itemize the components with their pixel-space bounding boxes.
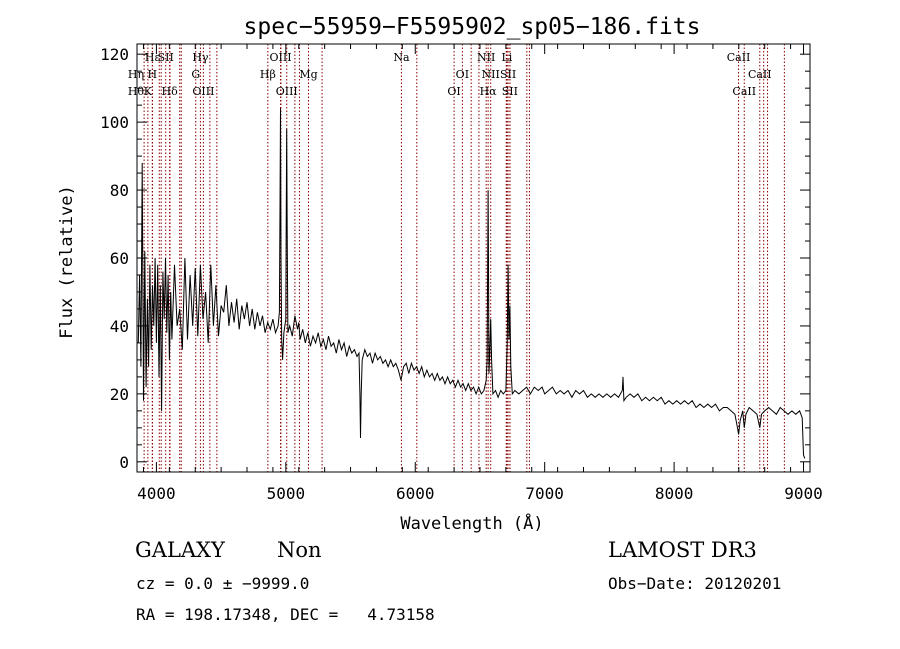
line-label: OIII xyxy=(192,85,214,98)
x-tick-label: 4000 xyxy=(137,484,176,503)
x-tick-label: 7000 xyxy=(525,484,564,503)
y-tick-label: 20 xyxy=(110,385,129,404)
x-axis-label: Wavelength (Å) xyxy=(400,512,543,534)
line-label: OIII xyxy=(269,51,291,64)
line-label: Na xyxy=(393,51,410,64)
line-label: SII xyxy=(500,68,516,81)
y-tick-label: 60 xyxy=(110,249,129,268)
line-label: SII xyxy=(158,51,174,64)
observation-date: Obs−Date: 20120201 xyxy=(608,574,782,593)
line-label: SII xyxy=(502,85,518,98)
line-label: CaII xyxy=(727,51,751,64)
line-label: Hβ xyxy=(260,68,276,81)
y-tick-label: 80 xyxy=(110,181,129,200)
y-axis-label: Flux (relative) xyxy=(57,185,77,339)
line-label: Hδ xyxy=(162,85,179,98)
line-label: Hθ xyxy=(128,85,145,98)
line-label: Mg xyxy=(299,68,317,81)
line-label: CaII xyxy=(748,68,772,81)
y-axis: 0 20 40 60 80 100 120 xyxy=(100,45,810,472)
line-label: CaII xyxy=(732,85,756,98)
line-label: Hη xyxy=(128,68,144,81)
line-label: Li xyxy=(501,51,512,64)
emission-line-markers xyxy=(143,44,785,472)
line-label: Hγ xyxy=(192,51,209,64)
line-label: NII xyxy=(482,68,500,81)
x-tick-label: 9000 xyxy=(784,484,823,503)
y-tick-label: 0 xyxy=(119,453,129,472)
line-label: G xyxy=(191,68,200,81)
object-class: GALAXY xyxy=(135,538,225,562)
plot-frame xyxy=(136,43,811,473)
line-label: NII xyxy=(477,51,495,64)
line-label: Hα xyxy=(480,85,498,98)
object-subclass: Non xyxy=(277,538,322,562)
redshift-value: cz = 0.0 ± −9999.0 xyxy=(136,574,310,593)
y-tick-label: 100 xyxy=(100,113,129,132)
x-tick-label: 8000 xyxy=(655,484,694,503)
line-label: H xyxy=(147,68,157,81)
line-label: OI xyxy=(456,68,469,81)
x-axis: 4000 5000 6000 7000 8000 9000 xyxy=(137,44,823,503)
line-label: OI xyxy=(447,85,460,98)
y-tick-label: 120 xyxy=(100,45,129,64)
chart-title: spec−55959−F5595902_sp05−186.fits xyxy=(244,14,701,40)
x-tick-label: 5000 xyxy=(267,484,306,503)
spectrum-group xyxy=(137,108,806,459)
line-label: K xyxy=(144,85,153,98)
line-label: OIII xyxy=(276,85,298,98)
y-tick-label: 40 xyxy=(110,317,129,336)
line-label: Hε xyxy=(145,51,161,64)
spectrum-line xyxy=(137,108,806,459)
x-tick-label: 6000 xyxy=(396,484,435,503)
coordinates: RA = 198.17348, DEC = 4.73158 xyxy=(136,605,435,624)
survey-name: LAMOST DR3 xyxy=(608,538,757,562)
